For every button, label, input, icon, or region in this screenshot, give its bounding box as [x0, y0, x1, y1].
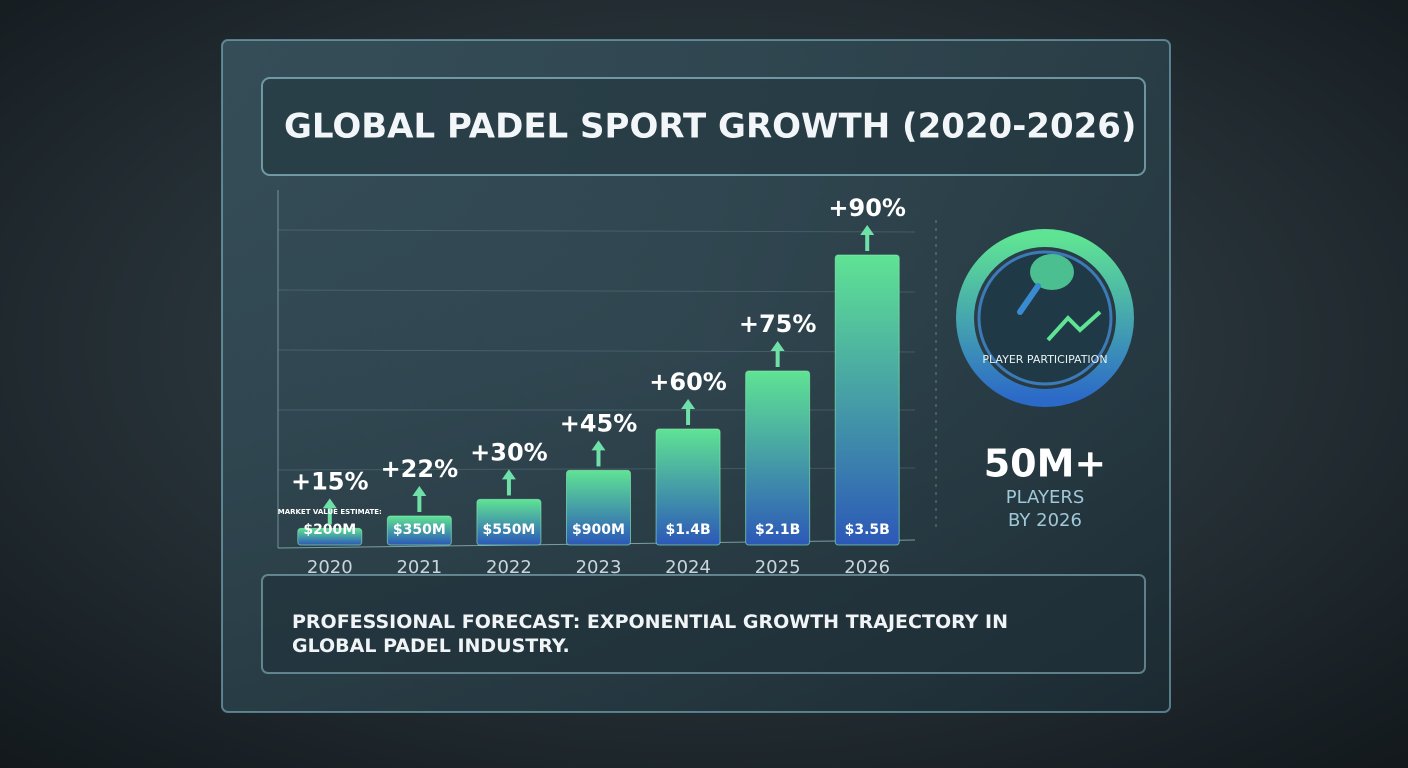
bar [297, 527, 363, 546]
guide-line [277, 289, 916, 293]
growth-arrow-head [770, 341, 785, 351]
x-tick-label: 2025 [755, 557, 801, 578]
growth-label: +30% [470, 438, 548, 466]
growth-label: +15% [291, 467, 369, 495]
x-tick-label: 2022 [486, 557, 532, 578]
guide-line [277, 229, 916, 233]
growth-label: +75% [739, 310, 817, 338]
participation-donut: PLAYER PARTICIPATION [956, 229, 1134, 407]
growth-label: +22% [381, 455, 459, 483]
caption: BY 2026 [1008, 510, 1082, 531]
value-label: $1.4B [665, 522, 710, 538]
growth-label: +60% [649, 368, 727, 396]
growth-label: +90% [828, 194, 906, 222]
caption: PLAYERS [1006, 487, 1085, 508]
growth-arrow-head [681, 399, 696, 409]
bar [834, 254, 900, 546]
racket-icon [1030, 254, 1074, 290]
growth-arrow-head [860, 225, 875, 235]
racket-handle [1017, 283, 1041, 315]
footer-box [261, 574, 1146, 674]
footer-line: GLOBAL PADEL INDUSTRY. [292, 635, 570, 657]
x-tick-label: 2020 [307, 557, 353, 578]
value-label: $350M [393, 522, 446, 538]
growth-arrow-head [501, 469, 516, 480]
donut-inner [977, 250, 1113, 386]
value-label: $2.1B [755, 522, 800, 538]
chart-title: GLOBAL PADEL SPORT GROWTH (2020-2026) [284, 107, 1136, 147]
growth-arrow-head [591, 440, 606, 451]
bar [655, 428, 721, 546]
growth-arrow-head [322, 498, 337, 509]
x-tick-label: 2024 [665, 557, 711, 578]
bar [476, 498, 542, 546]
value-label: $900M [572, 522, 625, 538]
bar [566, 469, 631, 546]
footer-line: PROFESSIONAL FORECAST: EXPONENTIAL GROWT… [292, 611, 1008, 633]
title-box [261, 77, 1146, 176]
guide-line [277, 349, 916, 353]
trend-arrow [1046, 310, 1102, 342]
value-label: $200M [303, 522, 356, 538]
bar [745, 370, 811, 546]
value-label: $3.5B [845, 522, 890, 538]
icon-caption: PLAYER PARTICIPATION [982, 353, 1107, 366]
x-tick-label: 2026 [844, 557, 890, 578]
headline: 50M+ [984, 442, 1107, 486]
bar [386, 515, 452, 546]
growth-arrow-head [412, 486, 427, 496]
value-label: $550M [482, 522, 535, 538]
bars: $200M +15% 2020 $350M +22% 2021 $550M +30% 2022 $… [278, 194, 906, 578]
glass-panel [221, 39, 1171, 713]
growth-label: +45% [560, 409, 638, 437]
x-tick-label: 2023 [576, 557, 622, 578]
bar-note: MARKET VALUE ESTIMATE: [278, 508, 382, 516]
x-tick-label: 2021 [396, 557, 442, 578]
footer: PROFESSIONAL FORECAST: EXPONENTIAL GROWT… [292, 611, 1008, 657]
donut-ring [956, 229, 1134, 407]
